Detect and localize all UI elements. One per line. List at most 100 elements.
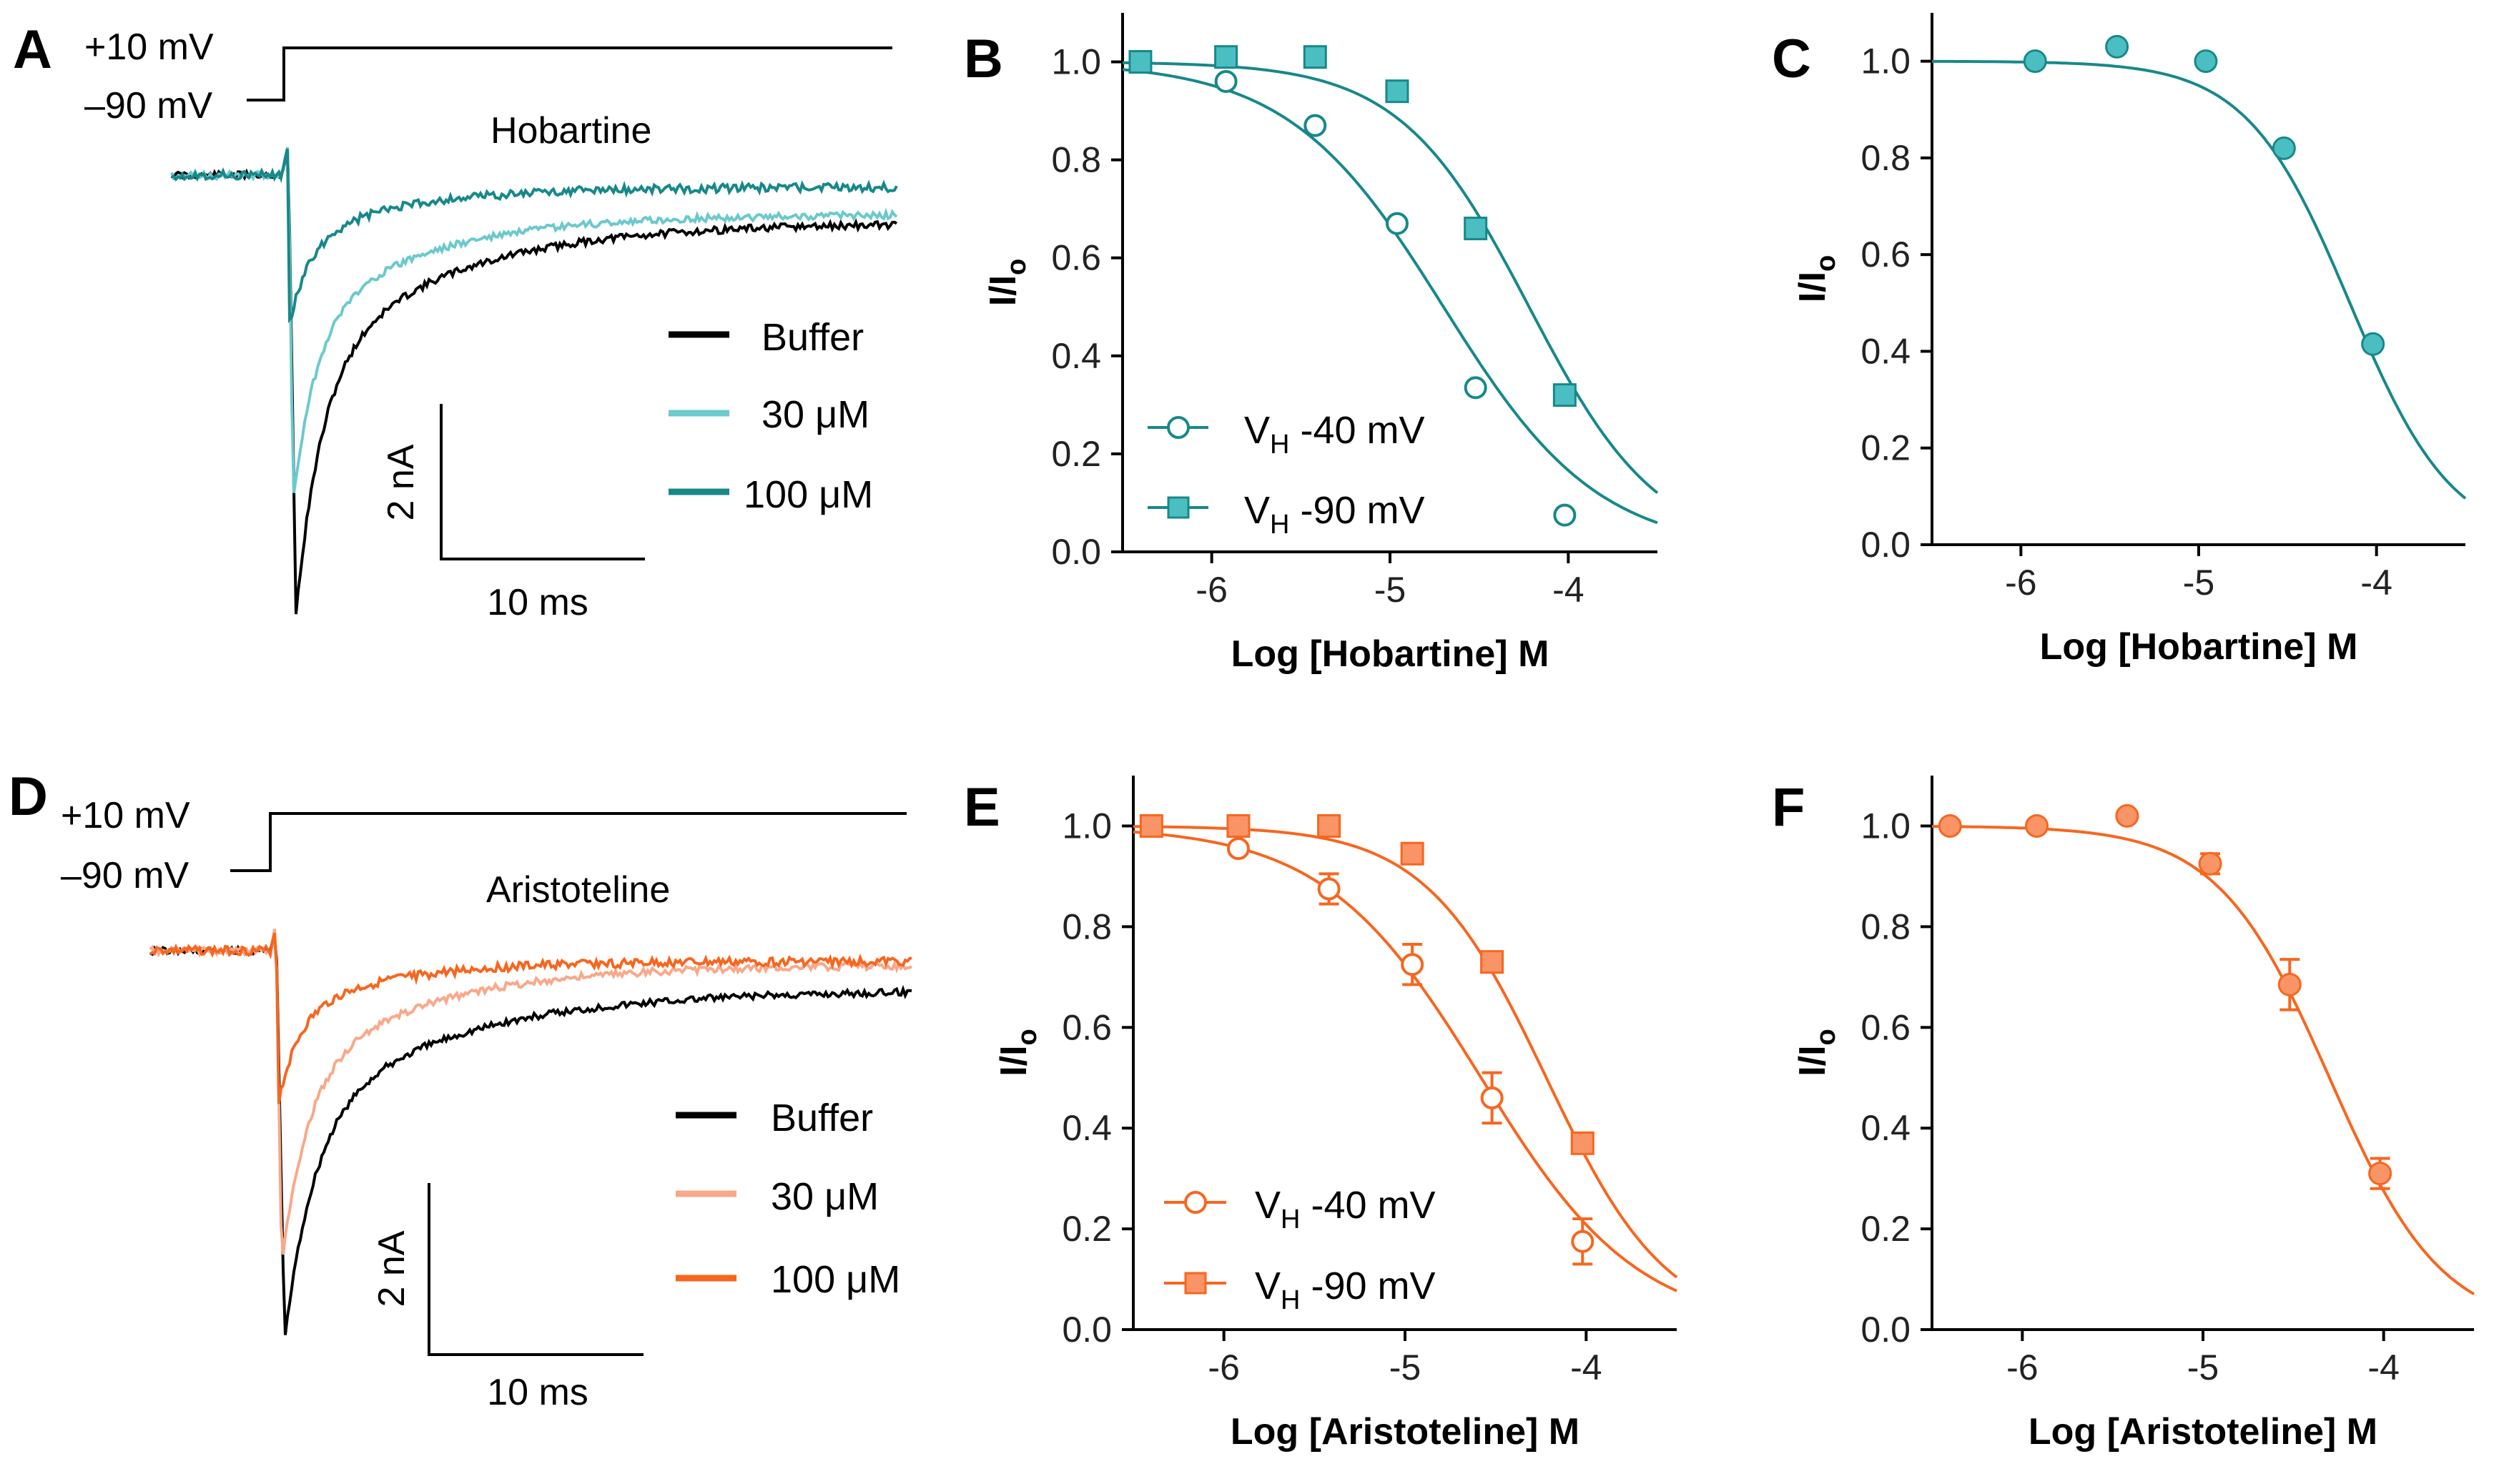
panel-d: D +10 mV –90 mV Aristoteline 2 nA 10 ms … [9,766,912,1413]
x-tick-label: -5 [2183,563,2214,603]
legend-label-a-30um: 30 μM [761,393,869,436]
data-point [1400,841,1424,866]
x-tick-label: -4 [2367,1347,2399,1387]
voltage-step-a [247,46,892,102]
y-axis-label: I/Io [1792,255,1841,303]
data-point [2194,49,2218,74]
panel-label-a: A [13,19,52,80]
chart-b: -6 -5 -4 0.0 0.2 0.4 0.6 0.8 1.0 Log [Hobartine] … [982,13,1659,675]
legend-label-a-100um: 100 μM [744,473,873,516]
legend-label-b-90: VH -90 mV [1244,489,1425,540]
legend-marker-e-90 [1184,1272,1207,1295]
y-tick-label: 1.0 [1860,806,1911,846]
data-point [1303,114,1327,137]
data-point [1317,813,1341,838]
data-point [1480,950,1504,974]
data-point [1139,813,1163,838]
x-tick-label: -5 [1374,570,1406,610]
step-top-label-d: +10 mV [61,795,190,836]
fit-curve [1931,59,2467,500]
legend-marker-e-40 [1184,1191,1207,1214]
y-tick-label: 0.0 [1860,525,1911,565]
y-tick-label: 0.0 [1062,1310,1112,1350]
fit-curve [1931,825,2475,1296]
y-axis-label: I/Io [1792,1029,1841,1077]
y-tick-label: 0.8 [1860,906,1911,946]
x-axis-label: Log [Hobartine] M [2040,626,2358,668]
y-tick-label: 0.2 [1860,428,1911,468]
scale-bar-d [428,1183,644,1356]
chart-f: -6 -5 -4 0.0 0.2 0.4 0.6 0.8 1.0 Log [Aristotelin… [1792,776,2475,1453]
legend-marker-b-40 [1167,416,1190,439]
fit-curve [1133,825,1678,1279]
x-tick-label: -6 [2005,563,2036,603]
data-point [1226,813,1251,838]
legend-label-d-30um: 30 μM [771,1175,879,1218]
data-point [1570,1131,1595,1155]
data-point [1226,837,1250,861]
y-tick-label: 0.6 [1860,234,1911,274]
scale-x-label-a: 10 ms [487,582,588,623]
trace-30um [170,147,898,493]
x-axis-label: Log [Aristoteline] M [2029,1411,2377,1453]
current-traces-d [149,929,912,1335]
x-axis-label: Log [Hobartine] M [1231,633,1549,675]
y-tick-label: 0.6 [1860,1007,1911,1047]
data-point [1464,217,1488,241]
trace-100um [171,148,898,324]
fit-curve [1122,68,1658,525]
data-point [1552,383,1577,407]
scale-x-label-d: 10 ms [487,1372,588,1413]
panel-a: A +10 mV –90 mV Hobartine 2 nA 10 ms Buf… [13,19,898,623]
panel-label-f: F [1772,777,1805,838]
legend-label-b-40: VH -40 mV [1244,409,1425,460]
data-point [2023,49,2047,74]
panel-label-c: C [1772,29,1811,89]
y-tick-label: 0.4 [1860,331,1911,371]
y-tick-label: 1.0 [1062,806,1112,846]
panel-label-d: D [9,766,48,827]
y-tick-label: 0.6 [1062,1007,1112,1047]
y-tick-label: 0.4 [1051,336,1101,376]
legend-label-d-buffer: Buffer [771,1097,873,1139]
y-tick-label: 0.8 [1860,138,1911,178]
chart-e: -6 -5 -4 0.0 0.2 0.4 0.6 0.8 1.0 Log [Aristotelin… [993,776,1678,1453]
scale-y-label-d: 2 nA [371,1230,413,1307]
legend-label-e-40: VH -40 mV [1255,1184,1436,1235]
data-point [1401,953,1424,976]
data-point [2105,34,2129,59]
y-tick-label: 0.0 [1051,532,1101,572]
data-point [1553,503,1577,527]
scale-bar-a [440,404,645,560]
y-tick-label: 0.2 [1051,434,1101,474]
chart-c: -6 -5 -4 0.0 0.2 0.4 0.6 0.8 1.0 Log [Hobartine] … [1792,13,2467,668]
legend-e: VH -40 mV VH -90 mV [1164,1184,1436,1315]
y-tick-label: 1.0 [1860,41,1911,81]
legend-marker-b-90 [1167,496,1190,519]
scale-y-label-a: 2 nA [380,444,422,520]
y-tick-label: 0.2 [1860,1209,1911,1249]
x-tick-label: -6 [1196,570,1227,610]
legend-label-a-buffer: Buffer [761,316,864,359]
x-tick-label: -4 [1570,1347,1602,1387]
data-point [1214,45,1238,69]
y-axis-label: I/Io [993,1029,1043,1077]
data-point [1128,50,1153,74]
legend-b: VH -40 mV VH -90 mV [1148,409,1425,540]
data-point [1938,813,1962,838]
data-point [1480,1086,1504,1109]
trace-100um [149,932,912,1104]
y-tick-label: 1.0 [1051,42,1101,82]
data-point [2272,136,2296,160]
data-point [1385,79,1409,104]
panel-label-b: B [964,29,1003,89]
data-point [1214,69,1238,93]
data-point [1303,45,1327,69]
data-point [1571,1230,1595,1253]
x-tick-label: -6 [1208,1347,1239,1387]
panel-label-e: E [964,777,1000,838]
step-bottom-label-a: –90 mV [84,85,213,127]
x-tick-label: -5 [1389,1347,1421,1387]
drug-label-d: Aristoteline [486,869,670,911]
